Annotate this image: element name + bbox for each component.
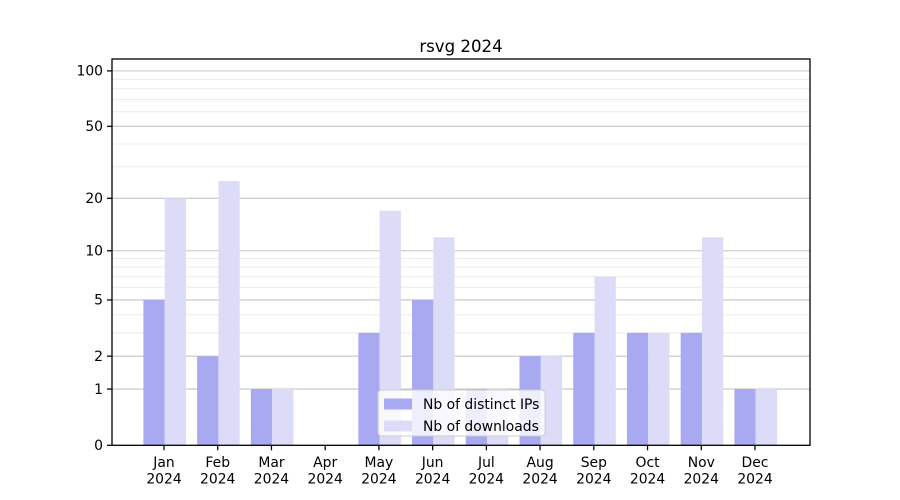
bar-downloads-aug bbox=[540, 356, 563, 446]
bar-distinct-ips-oct bbox=[626, 332, 649, 446]
bar-downloads-oct bbox=[648, 332, 670, 446]
bar-downloads-mar bbox=[272, 389, 294, 446]
x-tick-label-sep: Sep 2024 bbox=[576, 455, 612, 488]
y-tick-label-5: 5 bbox=[94, 293, 103, 309]
bar-distinct-ips-dec bbox=[734, 389, 756, 446]
bar-distinct-ips-jan bbox=[143, 299, 165, 446]
bar-downloads-feb bbox=[218, 180, 240, 446]
x-tick-label-jan: Jan 2024 bbox=[146, 455, 182, 488]
bar-distinct-ips-may bbox=[358, 332, 380, 446]
y-tick-label-10: 10 bbox=[85, 244, 103, 260]
x-tick-label-nov: Nov 2024 bbox=[684, 455, 720, 488]
bar-downloads-nov bbox=[701, 237, 724, 446]
x-tick-label-jun: Jun 2024 bbox=[415, 455, 451, 488]
bar-distinct-ips-feb bbox=[197, 356, 219, 446]
y-tick-label-20: 20 bbox=[85, 191, 103, 207]
bar-distinct-ips-nov bbox=[680, 332, 702, 446]
bar-downloads-may bbox=[379, 210, 401, 446]
x-tick-label-mar: Mar 2024 bbox=[254, 455, 290, 488]
bar-distinct-ips-sep bbox=[573, 332, 595, 446]
legend: Nb of distinct IPs Nb of downloads bbox=[377, 389, 546, 437]
x-tick-label-feb: Feb 2024 bbox=[200, 455, 236, 488]
y-axis: 0 1 2 5 10 20 50 100 bbox=[76, 64, 112, 454]
bar-downloads-dec bbox=[755, 389, 777, 446]
y-tick-label-100: 100 bbox=[76, 64, 103, 80]
y-tick-label-0: 0 bbox=[94, 438, 103, 454]
legend-swatch-downloads bbox=[384, 420, 412, 432]
x-tick-label-dec: Dec 2024 bbox=[737, 455, 773, 488]
plot-frame bbox=[111, 58, 811, 446]
x-axis: Jan 2024 Feb 2024 Mar 2024 Apr 2024 May 2024 Jun 20… bbox=[146, 445, 773, 488]
x-tick-label-oct: Oct 2024 bbox=[630, 455, 666, 488]
bar-downloads-sep bbox=[594, 276, 616, 446]
legend-box bbox=[377, 389, 546, 437]
bar-downloads-jan bbox=[164, 198, 186, 446]
x-tick-label-apr: Apr 2024 bbox=[308, 455, 344, 488]
chart-title: rsvg 2024 bbox=[419, 37, 502, 56]
x-tick-label-aug: Aug 2024 bbox=[522, 455, 558, 488]
x-tick-label-jul: Jul 2024 bbox=[469, 455, 505, 488]
y-tick-label-2: 2 bbox=[94, 349, 103, 365]
legend-label-distinct-ips: Nb of distinct IPs bbox=[423, 397, 539, 413]
bar-distinct-ips-mar bbox=[250, 389, 273, 446]
y-tick-label-1: 1 bbox=[94, 382, 103, 398]
legend-label-downloads: Nb of downloads bbox=[423, 419, 539, 435]
x-tick-label-may: May 2024 bbox=[361, 455, 397, 488]
legend-swatch-distinct-ips bbox=[384, 398, 412, 410]
y-tick-label-50: 50 bbox=[85, 119, 103, 135]
